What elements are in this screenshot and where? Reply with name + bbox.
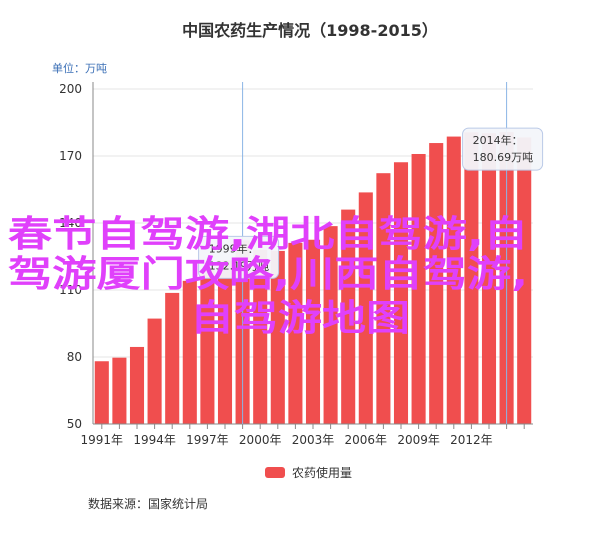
y-tick-label: 140 bbox=[59, 216, 82, 230]
x-tick-label: 1991年 bbox=[81, 433, 124, 447]
bar bbox=[305, 239, 321, 424]
tooltip-value: 180.69万吨 bbox=[473, 151, 533, 164]
tooltips: 1999年： 132.19万吨 2014年： 180.69万吨 bbox=[198, 82, 544, 424]
bar bbox=[129, 346, 145, 424]
bar bbox=[411, 153, 426, 425]
legend-swatch[interactable] bbox=[265, 467, 285, 478]
bar bbox=[200, 269, 215, 424]
y-tick-label: 80 bbox=[67, 350, 82, 364]
bar bbox=[358, 192, 373, 424]
bar bbox=[341, 209, 356, 424]
bar bbox=[481, 133, 497, 424]
chart-title: 中国农药生产情况（1998-2015） bbox=[182, 21, 438, 40]
bar bbox=[446, 136, 461, 424]
x-tick-label: 2000年 bbox=[239, 433, 282, 447]
y-tick-label: 200 bbox=[59, 82, 82, 96]
y-tick-label: 170 bbox=[59, 149, 82, 163]
bar bbox=[517, 137, 532, 425]
bar bbox=[253, 249, 268, 424]
bar bbox=[165, 292, 180, 424]
x-tick-label: 2012年 bbox=[450, 433, 493, 447]
x-tick-label: 1994年 bbox=[133, 433, 176, 447]
tooltip-value: 132.19万吨 bbox=[209, 259, 270, 272]
legend[interactable]: 农药使用量 bbox=[265, 465, 352, 480]
bar bbox=[376, 173, 391, 424]
overlay-text-line: 春节自驾游,湖北自驾游,自 bbox=[8, 214, 528, 255]
x-tick-label: 2006年 bbox=[345, 433, 388, 447]
overlay-text-line: 驾游厦门攻略,川西自驾游, bbox=[8, 254, 528, 295]
tooltip-year: 2014年： bbox=[473, 133, 523, 147]
legend-label[interactable]: 农药使用量 bbox=[292, 465, 352, 480]
x-tick-label: 1997年 bbox=[186, 433, 229, 447]
bar bbox=[393, 162, 409, 424]
y-axis-ticks: 50 80 110 140 170 200 bbox=[59, 82, 82, 431]
bar bbox=[147, 318, 162, 424]
bar bbox=[323, 226, 338, 424]
bar bbox=[288, 242, 303, 424]
tooltip-box bbox=[198, 235, 280, 279]
bar bbox=[270, 250, 285, 424]
bar bbox=[429, 143, 444, 424]
overlay-text-line: 自驾游地图 bbox=[190, 298, 410, 339]
bar bbox=[217, 260, 233, 424]
y-tick-label: 110 bbox=[59, 283, 82, 297]
data-source: 数据来源：国家统计局 bbox=[88, 496, 208, 511]
bar bbox=[94, 361, 109, 424]
tooltip-year: 1999年： bbox=[209, 241, 259, 255]
bar bbox=[182, 280, 197, 424]
bars-group bbox=[94, 132, 532, 425]
unit-label: 单位：万吨 bbox=[52, 61, 107, 75]
x-tick-label: 2003年 bbox=[292, 433, 335, 447]
y-tick-label: 50 bbox=[67, 417, 82, 431]
x-tick-label: 2009年 bbox=[397, 433, 440, 447]
x-axis-ticks: 1991年 1994年 1997年 2000年 2003年 2006年 2009年 2012年 bbox=[81, 424, 525, 447]
bar bbox=[112, 357, 127, 424]
bar bbox=[464, 132, 479, 424]
tooltip-box bbox=[462, 127, 544, 171]
